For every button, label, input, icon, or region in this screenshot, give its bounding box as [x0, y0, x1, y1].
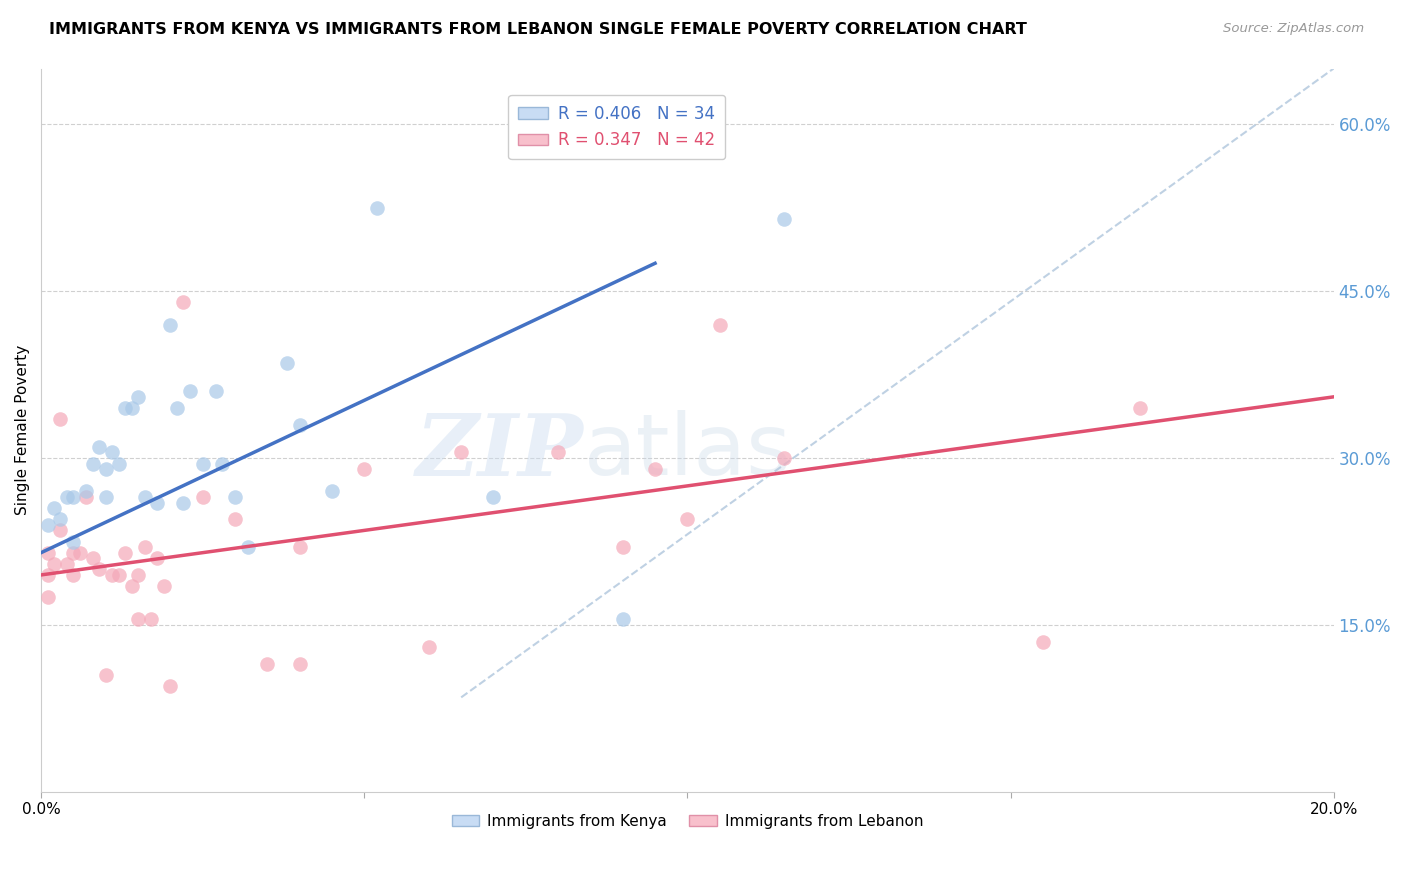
Point	[224, 490, 246, 504]
Point	[89, 562, 111, 576]
Point	[773, 451, 796, 466]
Point	[139, 612, 162, 626]
Point	[204, 384, 226, 399]
Point	[94, 668, 117, 682]
Point	[418, 640, 440, 655]
Point	[166, 401, 188, 415]
Point	[121, 579, 143, 593]
Point	[1032, 634, 1054, 648]
Point	[62, 534, 84, 549]
Point	[256, 657, 278, 671]
Point	[288, 657, 311, 671]
Point	[224, 512, 246, 526]
Point	[172, 295, 194, 310]
Text: atlas: atlas	[583, 410, 792, 493]
Point	[288, 417, 311, 432]
Point	[75, 490, 97, 504]
Point	[127, 390, 149, 404]
Point	[179, 384, 201, 399]
Point	[42, 501, 65, 516]
Point	[366, 201, 388, 215]
Point	[75, 484, 97, 499]
Point	[172, 495, 194, 509]
Point	[37, 568, 59, 582]
Point	[146, 495, 169, 509]
Point	[62, 546, 84, 560]
Point	[89, 440, 111, 454]
Point	[94, 462, 117, 476]
Point	[37, 590, 59, 604]
Point	[134, 540, 156, 554]
Point	[450, 445, 472, 459]
Point	[191, 457, 214, 471]
Point	[56, 557, 79, 571]
Point	[153, 579, 176, 593]
Point	[94, 490, 117, 504]
Point	[127, 568, 149, 582]
Point	[547, 445, 569, 459]
Point	[121, 401, 143, 415]
Point	[42, 557, 65, 571]
Point	[82, 551, 104, 566]
Point	[127, 612, 149, 626]
Point	[276, 356, 298, 370]
Point	[159, 318, 181, 332]
Point	[37, 546, 59, 560]
Point	[82, 457, 104, 471]
Point	[146, 551, 169, 566]
Point	[482, 490, 505, 504]
Point	[134, 490, 156, 504]
Point	[1129, 401, 1152, 415]
Point	[709, 318, 731, 332]
Point	[191, 490, 214, 504]
Point	[69, 546, 91, 560]
Point	[56, 490, 79, 504]
Point	[773, 211, 796, 226]
Text: IMMIGRANTS FROM KENYA VS IMMIGRANTS FROM LEBANON SINGLE FEMALE POVERTY CORRELATI: IMMIGRANTS FROM KENYA VS IMMIGRANTS FROM…	[49, 22, 1028, 37]
Point	[211, 457, 233, 471]
Point	[612, 612, 634, 626]
Point	[107, 568, 129, 582]
Text: Source: ZipAtlas.com: Source: ZipAtlas.com	[1223, 22, 1364, 36]
Point	[49, 524, 72, 538]
Point	[676, 512, 699, 526]
Legend: Immigrants from Kenya, Immigrants from Lebanon: Immigrants from Kenya, Immigrants from L…	[446, 808, 929, 835]
Point	[49, 512, 72, 526]
Point	[159, 679, 181, 693]
Point	[101, 445, 124, 459]
Point	[353, 462, 375, 476]
Point	[114, 401, 136, 415]
Text: ZIP: ZIP	[416, 410, 583, 493]
Y-axis label: Single Female Poverty: Single Female Poverty	[15, 345, 30, 516]
Point	[236, 540, 259, 554]
Point	[62, 568, 84, 582]
Point	[114, 546, 136, 560]
Point	[612, 540, 634, 554]
Point	[37, 517, 59, 532]
Point	[62, 490, 84, 504]
Point	[49, 412, 72, 426]
Point	[288, 540, 311, 554]
Point	[101, 568, 124, 582]
Point	[107, 457, 129, 471]
Point	[644, 462, 666, 476]
Point	[321, 484, 343, 499]
